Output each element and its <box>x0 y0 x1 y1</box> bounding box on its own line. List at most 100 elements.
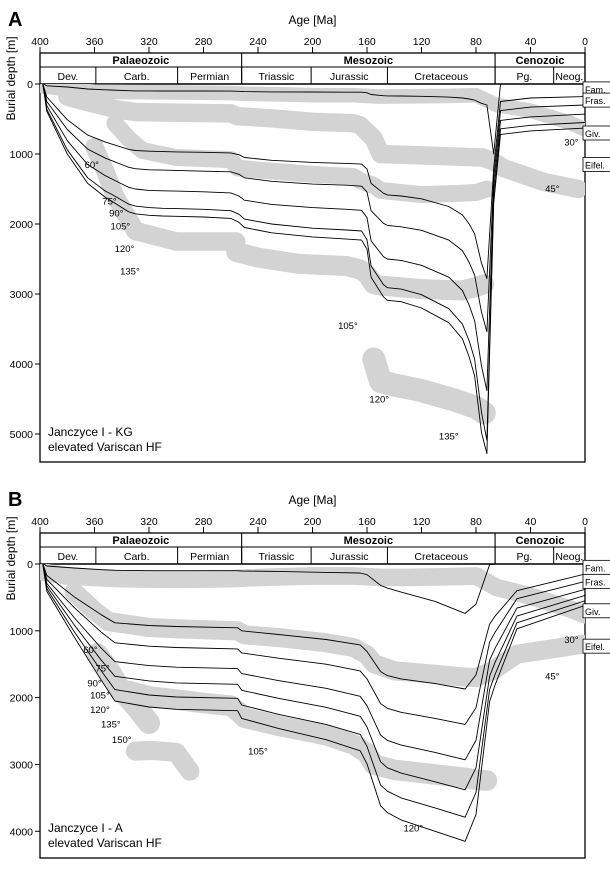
stage-label: Fam. <box>585 563 606 573</box>
period-label: Neog. <box>555 71 583 83</box>
y-axis-label: Burial depth [m] <box>4 516 18 600</box>
y-tick-label: 0 <box>27 79 33 91</box>
isotherm-label: 105° <box>248 746 268 757</box>
isotherm-bands <box>40 564 585 791</box>
stage-label: Giv. <box>585 129 600 139</box>
period-label: Jurassic <box>330 71 369 83</box>
y-tick-label: 3000 <box>10 759 34 771</box>
period-label: Permian <box>190 71 229 83</box>
isotherm-label: 150° <box>112 735 132 746</box>
x-axis-label: Age [Ma] <box>288 13 336 27</box>
panel-label: B <box>8 489 22 511</box>
stage-label: Eifel. <box>585 161 605 171</box>
isotherm-band <box>226 241 495 301</box>
y-tick-label: 3000 <box>10 289 34 301</box>
isotherm-label: 90° <box>87 678 102 689</box>
isotherm-label: 135° <box>120 266 140 277</box>
y-tick-label: 4000 <box>10 826 34 838</box>
burial-curve <box>42 564 585 761</box>
y-axis-label: Burial depth [m] <box>4 36 18 120</box>
burial-curves <box>42 564 585 842</box>
x-tick-label: 200 <box>304 36 322 48</box>
isotherm-label: 135° <box>101 720 121 731</box>
x-tick-label: 280 <box>195 36 213 48</box>
x-tick-label: 120 <box>413 36 431 48</box>
x-tick-label: 40 <box>525 516 537 528</box>
x-tick-label: 360 <box>86 516 104 528</box>
y-tick-label: 5000 <box>10 429 34 441</box>
era-label: Cenozoic <box>516 535 565 547</box>
isotherm-label: 30° <box>564 635 579 646</box>
x-tick-label: 240 <box>249 516 267 528</box>
chart-panel-a: A Age [Ma]Burial depth [m] 400 360 320 280 240… <box>4 9 610 463</box>
x-tick-label: 80 <box>470 516 482 528</box>
period-label: Neog. <box>555 551 583 563</box>
isotherm-label: 60° <box>85 160 100 171</box>
isotherm-band <box>106 114 496 204</box>
x-tick-label: 320 <box>140 516 158 528</box>
y-tick-label: 2000 <box>10 219 34 231</box>
isotherm-label: 120° <box>90 705 110 716</box>
period-label: Pg. <box>516 71 532 83</box>
x-tick-label: 40 <box>525 36 537 48</box>
stage-box <box>582 573 610 589</box>
stage-label: Fras. <box>585 96 606 106</box>
y-tick-label: 0 <box>27 559 33 571</box>
period-label: Cretaceous <box>414 71 468 83</box>
x-axis-label: Age [Ma] <box>288 493 336 507</box>
y-tick-label: 2000 <box>10 693 34 705</box>
well-annotation: elevated Variscan HF <box>48 440 162 454</box>
x-tick-label: 120 <box>413 516 431 528</box>
plot-frame <box>39 83 586 463</box>
stage-box <box>582 603 610 619</box>
period-label: Triassic <box>259 551 295 563</box>
burial-curve <box>42 84 585 441</box>
burial-curve <box>42 84 585 280</box>
burial-curves <box>42 84 585 455</box>
burial-curve <box>42 84 585 155</box>
well-annotation: Janczyce I - KG <box>48 425 133 439</box>
period-label: Permian <box>190 551 229 563</box>
era-label: Mesozoic <box>344 535 394 547</box>
x-tick-label: 200 <box>304 516 322 528</box>
era-label: Mesozoic <box>344 55 394 67</box>
x-tick-label: 0 <box>582 516 588 528</box>
era-label: Cenozoic <box>516 55 565 67</box>
isotherm-label: 90° <box>109 208 124 219</box>
x-tick-label: 400 <box>31 516 49 528</box>
isotherm-label: 120° <box>369 395 389 406</box>
isotherm-label: 75° <box>102 196 117 207</box>
x-tick-label: 320 <box>140 36 158 48</box>
burial-curve <box>42 84 585 333</box>
stage-box <box>582 638 610 654</box>
x-tick-label: 280 <box>195 516 213 528</box>
era-label: Palaeozoic <box>112 535 169 547</box>
period-label: Cretaceous <box>414 551 468 563</box>
isotherm-band <box>40 84 585 137</box>
burial-curve <box>42 564 585 842</box>
isotherm-band <box>58 87 585 199</box>
isotherm-label: 135° <box>439 432 459 443</box>
burial-curve <box>42 564 585 818</box>
isotherm-band <box>64 582 585 688</box>
well-annotation: Janczyce I - A <box>48 821 123 835</box>
isotherm-label: 105° <box>111 222 131 233</box>
isotherm-label: 105° <box>90 690 110 701</box>
isotherm-label: 120° <box>115 244 135 255</box>
x-tick-label: 160 <box>358 36 376 48</box>
isotherm-label: 30° <box>564 138 579 149</box>
period-label: Dev. <box>58 551 79 563</box>
burial-curve <box>42 564 585 791</box>
stage-box <box>582 157 610 172</box>
isotherm-label: 75° <box>95 664 110 675</box>
y-tick-label: 1000 <box>10 149 34 161</box>
x-tick-label: 240 <box>249 36 267 48</box>
stage-label: Fam. <box>585 85 606 95</box>
stage-box <box>582 92 610 108</box>
period-label: Carb. <box>124 551 150 563</box>
x-tick-label: 360 <box>86 36 104 48</box>
stage-label: Eifel. <box>585 642 605 652</box>
burial-curve <box>42 564 585 614</box>
x-tick-label: 80 <box>470 36 482 48</box>
period-label: Jurassic <box>330 551 369 563</box>
